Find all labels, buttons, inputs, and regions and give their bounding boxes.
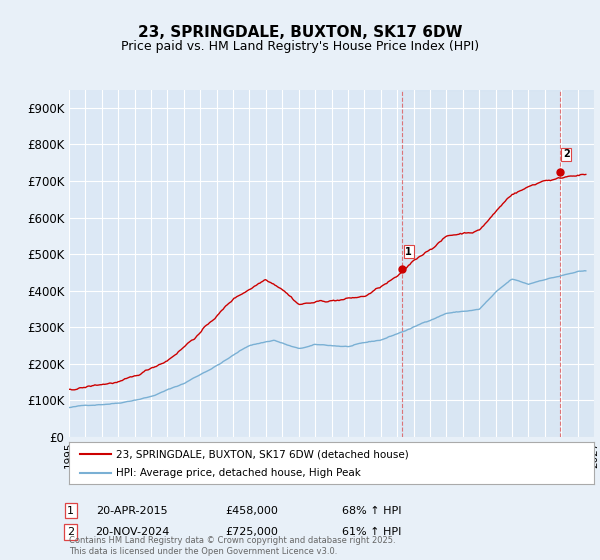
Text: 20-NOV-2024: 20-NOV-2024 [95, 527, 169, 537]
Text: HPI: Average price, detached house, High Peak: HPI: Average price, detached house, High… [116, 468, 361, 478]
Text: 20-APR-2015: 20-APR-2015 [96, 506, 168, 516]
Text: 1: 1 [406, 247, 412, 257]
Text: £458,000: £458,000 [226, 506, 278, 516]
Text: 23, SPRINGDALE, BUXTON, SK17 6DW (detached house): 23, SPRINGDALE, BUXTON, SK17 6DW (detach… [116, 449, 409, 459]
Text: 61% ↑ HPI: 61% ↑ HPI [343, 527, 401, 537]
Text: 23, SPRINGDALE, BUXTON, SK17 6DW: 23, SPRINGDALE, BUXTON, SK17 6DW [138, 25, 462, 40]
Text: 68% ↑ HPI: 68% ↑ HPI [342, 506, 402, 516]
Text: 1: 1 [67, 506, 74, 516]
Text: Contains HM Land Registry data © Crown copyright and database right 2025.
This d: Contains HM Land Registry data © Crown c… [69, 536, 395, 556]
Text: Price paid vs. HM Land Registry's House Price Index (HPI): Price paid vs. HM Land Registry's House … [121, 40, 479, 53]
Text: 2: 2 [563, 149, 569, 159]
Bar [402, 90, 594, 437]
Text: £725,000: £725,000 [226, 527, 278, 537]
Text: 2: 2 [67, 527, 74, 537]
